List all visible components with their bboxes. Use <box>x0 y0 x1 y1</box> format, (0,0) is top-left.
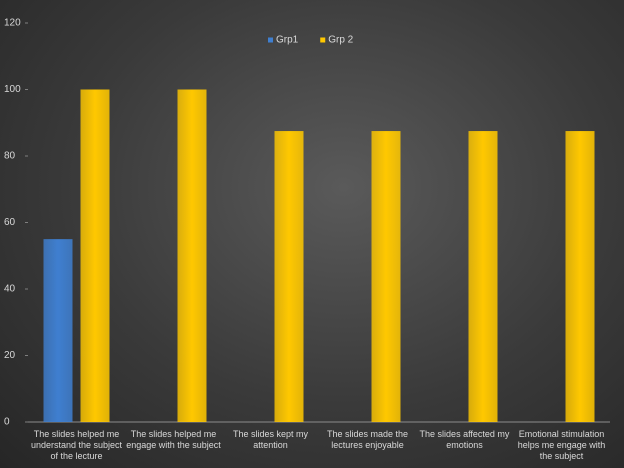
x-tick-label: The slides helped me understand the subj… <box>30 429 123 461</box>
x-tick-label: The slides affected my emotions <box>419 429 510 450</box>
x-tick-label: The slides helped me engage with the sub… <box>126 429 221 450</box>
bar <box>274 131 304 422</box>
y-tick-label: 120 <box>4 18 21 29</box>
legend-label: Grp1 <box>276 35 299 46</box>
bar <box>80 89 110 422</box>
bar <box>43 239 73 422</box>
bar <box>565 131 595 422</box>
y-tick-label: 40 <box>4 284 16 295</box>
legend-label: Grp 2 <box>328 35 353 46</box>
y-tick-label: 100 <box>4 84 21 95</box>
x-tick-label: Emotional stimulation helps me engage wi… <box>517 429 606 461</box>
bar <box>371 131 401 422</box>
bar <box>468 131 498 422</box>
legend-marker <box>268 37 273 43</box>
x-tick-label: The slides kept my attention <box>232 429 309 450</box>
y-tick-label: 0 <box>4 417 10 428</box>
y-tick-label: 20 <box>4 350 16 361</box>
x-tick-label: The slides made the lectures enjoyable <box>326 429 409 450</box>
y-tick-label: 60 <box>4 217 16 228</box>
y-tick-label: 80 <box>4 151 16 162</box>
bar <box>177 89 207 422</box>
legend-marker <box>320 37 326 43</box>
